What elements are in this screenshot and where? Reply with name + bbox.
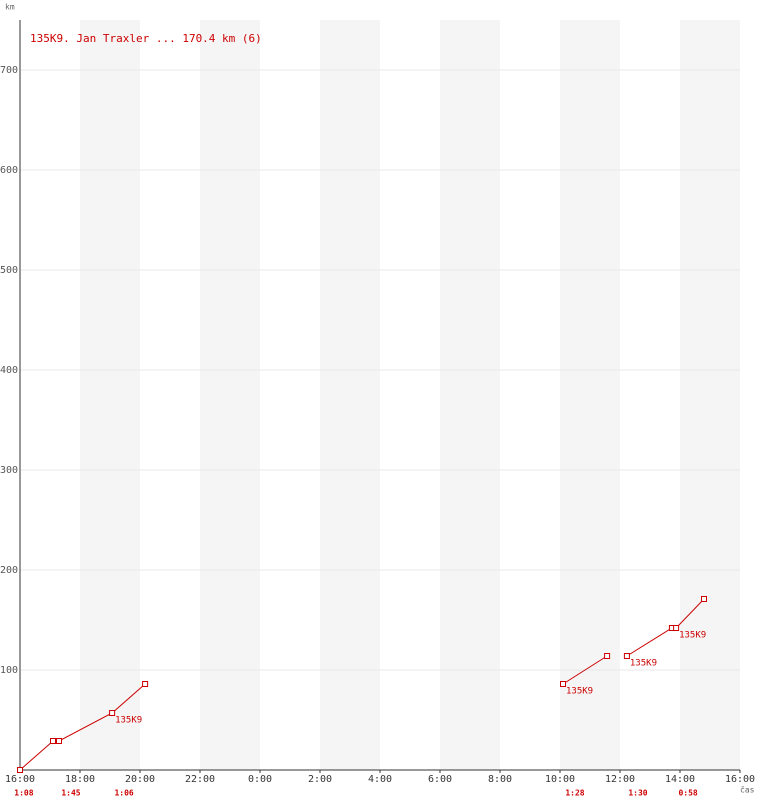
x-tick-label: 18:00 (65, 774, 95, 785)
stripe (560, 20, 620, 770)
x-tick-label: 20:00 (125, 774, 155, 785)
point (109, 710, 116, 716)
point (560, 681, 566, 687)
stripe (440, 20, 500, 770)
point (56, 738, 62, 744)
point-label: 135K9 (566, 687, 593, 697)
point (17, 767, 23, 773)
stripe (200, 20, 260, 770)
point (623, 653, 630, 659)
y-axis-label: km (5, 3, 15, 12)
duration-label: 1:28 (565, 789, 584, 798)
x-tick-label: 8:00 (488, 774, 512, 785)
x-tick-label: 0:00 (248, 774, 272, 785)
duration-label: 1:08 (14, 789, 33, 798)
x-tick-label: 12:00 (605, 774, 635, 785)
x-tick-label: 22:00 (185, 774, 215, 785)
point-label: 135K9 (115, 716, 142, 726)
x-tick-label: 16:00 (5, 774, 35, 785)
x-tick-label: 14:00 (665, 774, 695, 785)
stripe (320, 20, 380, 770)
stripe (680, 20, 740, 770)
y-tick-label: 100 (0, 665, 18, 676)
point-label: 135K9 (630, 659, 657, 669)
line (562, 655, 608, 685)
x-axis-label: čas (740, 785, 755, 795)
chart-title: 135K9. Jan Traxler ... 170.4 km (6) (30, 32, 262, 45)
point (673, 625, 680, 631)
y-tick-label: 700 (0, 65, 18, 76)
y-tick-label: 600 (0, 165, 18, 176)
duration-label: 1:30 (628, 789, 647, 798)
duration-label: 1:45 (61, 789, 80, 798)
x-tick-label: 6:00 (428, 774, 452, 785)
point (142, 681, 149, 687)
background (80, 20, 740, 770)
point (701, 596, 707, 602)
x-tick-label: 2:00 (308, 774, 332, 785)
point-label: 135K9 (679, 631, 706, 641)
x-tick-label: 4:00 (368, 774, 392, 785)
x-tick-label: 16:00 (725, 774, 755, 785)
y-tick-label: 200 (0, 565, 18, 576)
y-tick-label: 500 (0, 265, 18, 276)
duration-label: 0:58 (678, 789, 697, 798)
point (50, 738, 56, 744)
duration-label: 1:06 (114, 789, 133, 798)
point (604, 653, 611, 659)
x-tick-label: 10:00 (545, 774, 575, 785)
y-tick-label: 300 (0, 465, 18, 476)
y-tick-label: 400 (0, 365, 18, 376)
stripe (80, 20, 140, 770)
